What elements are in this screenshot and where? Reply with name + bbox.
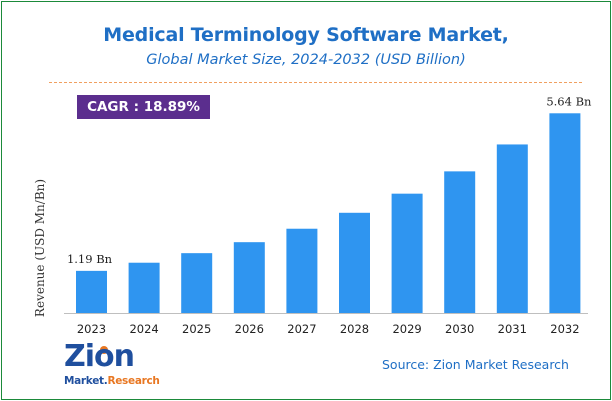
bar-2031 — [496, 144, 528, 313]
data-label: 1.19 Bn — [67, 252, 113, 266]
bar-2026 — [233, 242, 265, 313]
bar-2024 — [128, 262, 160, 313]
x-tick-label: 2030 — [445, 322, 474, 336]
logo-word: Zion — [64, 339, 135, 374]
x-tick-label: 2031 — [498, 322, 527, 336]
title-divider — [49, 82, 582, 83]
x-tick-label: 2027 — [287, 322, 316, 336]
x-tick-label: 2024 — [129, 322, 158, 336]
bar-2030 — [444, 171, 476, 313]
chart-subtitle: Global Market Size, 2024-2032 (USD Billi… — [146, 52, 466, 68]
x-tick-label: 2032 — [550, 322, 579, 336]
bar-2028 — [339, 212, 370, 313]
source-note: Source: Zion Market Research — [382, 357, 569, 372]
bar-2025 — [181, 253, 213, 313]
x-tick-label: 2029 — [392, 322, 421, 336]
bar-2029 — [391, 193, 423, 313]
x-tick-label: 2023 — [77, 322, 106, 336]
bar-2032 — [549, 113, 581, 314]
cagr-badge: CAGR : 18.89% — [77, 95, 210, 119]
logo-tagline: Market.Research — [64, 375, 160, 387]
bar-2023 — [76, 270, 107, 313]
data-label: 5.64 Bn — [546, 94, 592, 108]
bar-2027 — [286, 228, 318, 313]
zion-logo: Zion Market.Research — [64, 339, 160, 394]
x-tick-label: 2026 — [235, 322, 264, 336]
logo-dot-icon — [100, 346, 108, 354]
x-tick-label: 2028 — [340, 322, 369, 336]
chart-title: Medical Terminology Software Market, — [103, 24, 509, 46]
x-tick-label: 2025 — [182, 322, 211, 336]
